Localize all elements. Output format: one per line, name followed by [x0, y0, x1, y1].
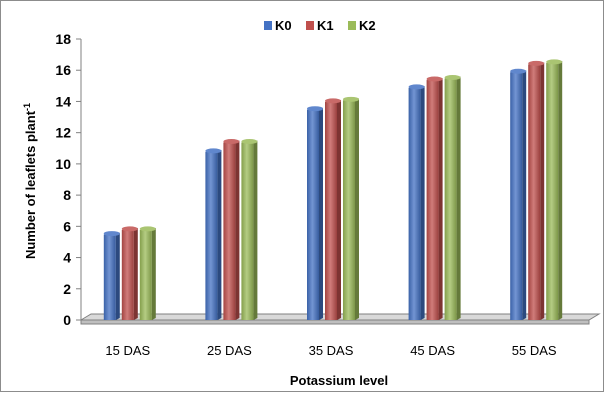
legend: K0 K1 K2 [264, 18, 376, 33]
legend-swatch [348, 21, 356, 30]
bar-side [253, 140, 258, 320]
bar-k0-15-das [103, 231, 120, 320]
floor-front [80, 319, 590, 325]
legend-item-k2: K2 [348, 18, 376, 33]
y-axis: 0 2 4 6 8 10 12 14 16 18 [55, 31, 82, 328]
y-tick-label: 4 [63, 250, 71, 266]
bar-side [558, 60, 563, 320]
bar-front [325, 101, 337, 320]
bar-top [426, 76, 443, 82]
legend-label: K0 [275, 18, 292, 33]
bar-k2-35-das [343, 96, 359, 320]
y-tick-label: 2 [63, 281, 71, 297]
bar-k1-55-das [528, 60, 545, 321]
y-tick-label: 8 [63, 187, 71, 203]
y-tick-label: 6 [63, 218, 71, 234]
bar-top [223, 138, 240, 144]
bar-front [307, 109, 319, 320]
legend-label: K2 [359, 18, 376, 33]
bar-top [103, 231, 120, 237]
bar-k0-45-das [408, 84, 425, 320]
bar-k2-25-das [241, 138, 258, 320]
y-tick-label: 0 [63, 312, 71, 328]
bar-top [510, 68, 527, 74]
bar-side [420, 85, 425, 320]
legend-swatch [306, 21, 314, 30]
bar-side [456, 76, 461, 320]
bar-top [121, 226, 138, 232]
bar-top [325, 98, 341, 104]
y-tick-label: 16 [55, 62, 71, 78]
bar-side [319, 107, 323, 320]
bar-top [139, 226, 156, 232]
bar-front [139, 229, 152, 320]
x-axis-title: Potassium level [290, 373, 388, 388]
x-tick-labels: 15 DAS 25 DAS 35 DAS 45 DAS 55 DAS [105, 343, 557, 358]
bar-side [235, 140, 240, 320]
bar-side [522, 70, 527, 320]
bar-front [408, 87, 421, 320]
bar-k0-55-das [510, 68, 527, 320]
bar-front [103, 234, 116, 320]
legend-item-k0: K0 [264, 18, 292, 33]
y-tick-label: 14 [55, 93, 71, 109]
x-tick-label: 15 DAS [105, 343, 150, 358]
bar-k2-55-das [546, 59, 563, 320]
y-tick-label: 18 [55, 31, 71, 47]
bar-k2-15-das [139, 226, 156, 320]
bar-side [438, 78, 443, 321]
bar-k0-25-das [205, 148, 222, 320]
bar-front [546, 62, 559, 320]
x-tick-label: 45 DAS [410, 343, 455, 358]
bar-top [241, 138, 258, 144]
bars-group [103, 59, 563, 321]
bar-side [115, 232, 120, 320]
x-tick-label: 25 DAS [207, 343, 252, 358]
bar-top [307, 106, 323, 112]
bar-k0-35-das [307, 106, 323, 320]
bar-top [444, 74, 461, 80]
bar-front [426, 80, 439, 321]
bar-k1-45-das [426, 76, 443, 321]
y-tick-label: 10 [55, 156, 71, 172]
bar-side [540, 62, 545, 321]
bar-top [546, 59, 563, 65]
bar-front [528, 64, 541, 320]
y-axis-title: Number of leaflets plant-1 [22, 103, 38, 259]
bar-top [528, 60, 545, 66]
bar-front [205, 151, 218, 320]
bar-k2-45-das [444, 74, 461, 320]
bar-front [444, 78, 457, 320]
y-axis-title-text: Number of leaflets plant [23, 110, 38, 259]
bar-k1-25-das [223, 138, 240, 320]
x-tick-label: 55 DAS [512, 343, 557, 358]
bar-side [151, 227, 156, 320]
bar-side [355, 98, 359, 320]
bar-front [241, 142, 254, 320]
bar-front [121, 229, 134, 320]
legend-item-k1: K1 [306, 18, 334, 33]
y-tick-label: 12 [55, 125, 71, 141]
bar-side [217, 149, 222, 320]
legend-swatch [264, 21, 272, 30]
bar-top [408, 84, 425, 90]
bar-front [223, 142, 236, 320]
bar-top [205, 148, 222, 154]
bar-k1-15-das [121, 226, 138, 320]
bar-side [133, 227, 138, 320]
legend-label: K1 [317, 18, 334, 33]
bar-front [510, 72, 523, 320]
bar-side [337, 99, 341, 320]
x-tick-label: 35 DAS [309, 343, 354, 358]
y-axis-title-superscript: -1 [22, 103, 32, 111]
bar-front [343, 100, 355, 320]
bar-k1-35-das [325, 98, 341, 320]
bar-top [343, 96, 359, 102]
